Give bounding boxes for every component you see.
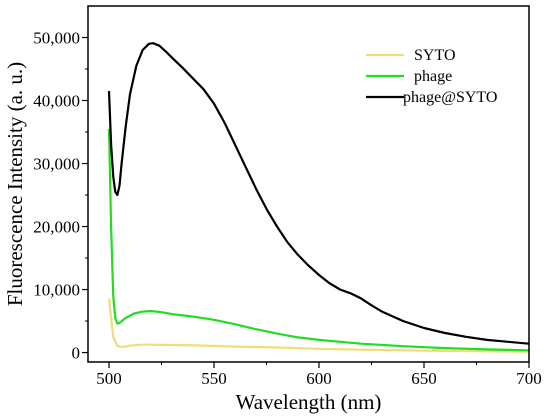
y-tick-label: 0 [72,344,81,363]
x-tick-label: 700 [516,369,542,388]
y-tick-label: 30,000 [33,155,80,174]
ticks-layer: 500 550 600 650 700 0 10,000 20,000 30,000 40,000… [33,29,542,388]
series-line-2 [107,42,530,345]
series-line-1 [107,128,530,352]
series-layer [107,42,530,353]
y-tick-label: 50,000 [33,29,80,48]
legend-label-0: SYTO [414,47,456,64]
x-tick-label: 500 [96,369,122,388]
series-line-0 [107,298,530,353]
legend-label-2: phage@SYTO [403,89,497,106]
x-tick-label: 600 [306,369,332,388]
x-tick-label: 650 [411,369,437,388]
legend-label-1: phage [414,68,452,85]
y-tick-label: 10,000 [33,281,80,300]
x-axis-title: Wavelength (nm) [236,390,382,414]
y-tick-label: 40,000 [33,92,80,111]
y-tick-label: 20,000 [33,218,80,237]
legend: SYTO phage phage@SYTO [366,47,497,106]
plot-frame [87,5,530,363]
y-axis-title: Fluorescence Intensity (a. u.) [3,62,27,306]
x-tick-label: 550 [201,369,227,388]
